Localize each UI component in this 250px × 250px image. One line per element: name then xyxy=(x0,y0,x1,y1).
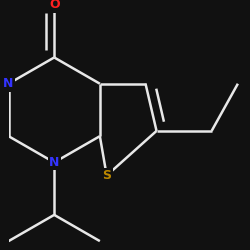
Text: S: S xyxy=(102,169,111,182)
Text: N: N xyxy=(49,156,59,169)
Text: N: N xyxy=(3,77,14,90)
Text: O: O xyxy=(49,0,59,12)
